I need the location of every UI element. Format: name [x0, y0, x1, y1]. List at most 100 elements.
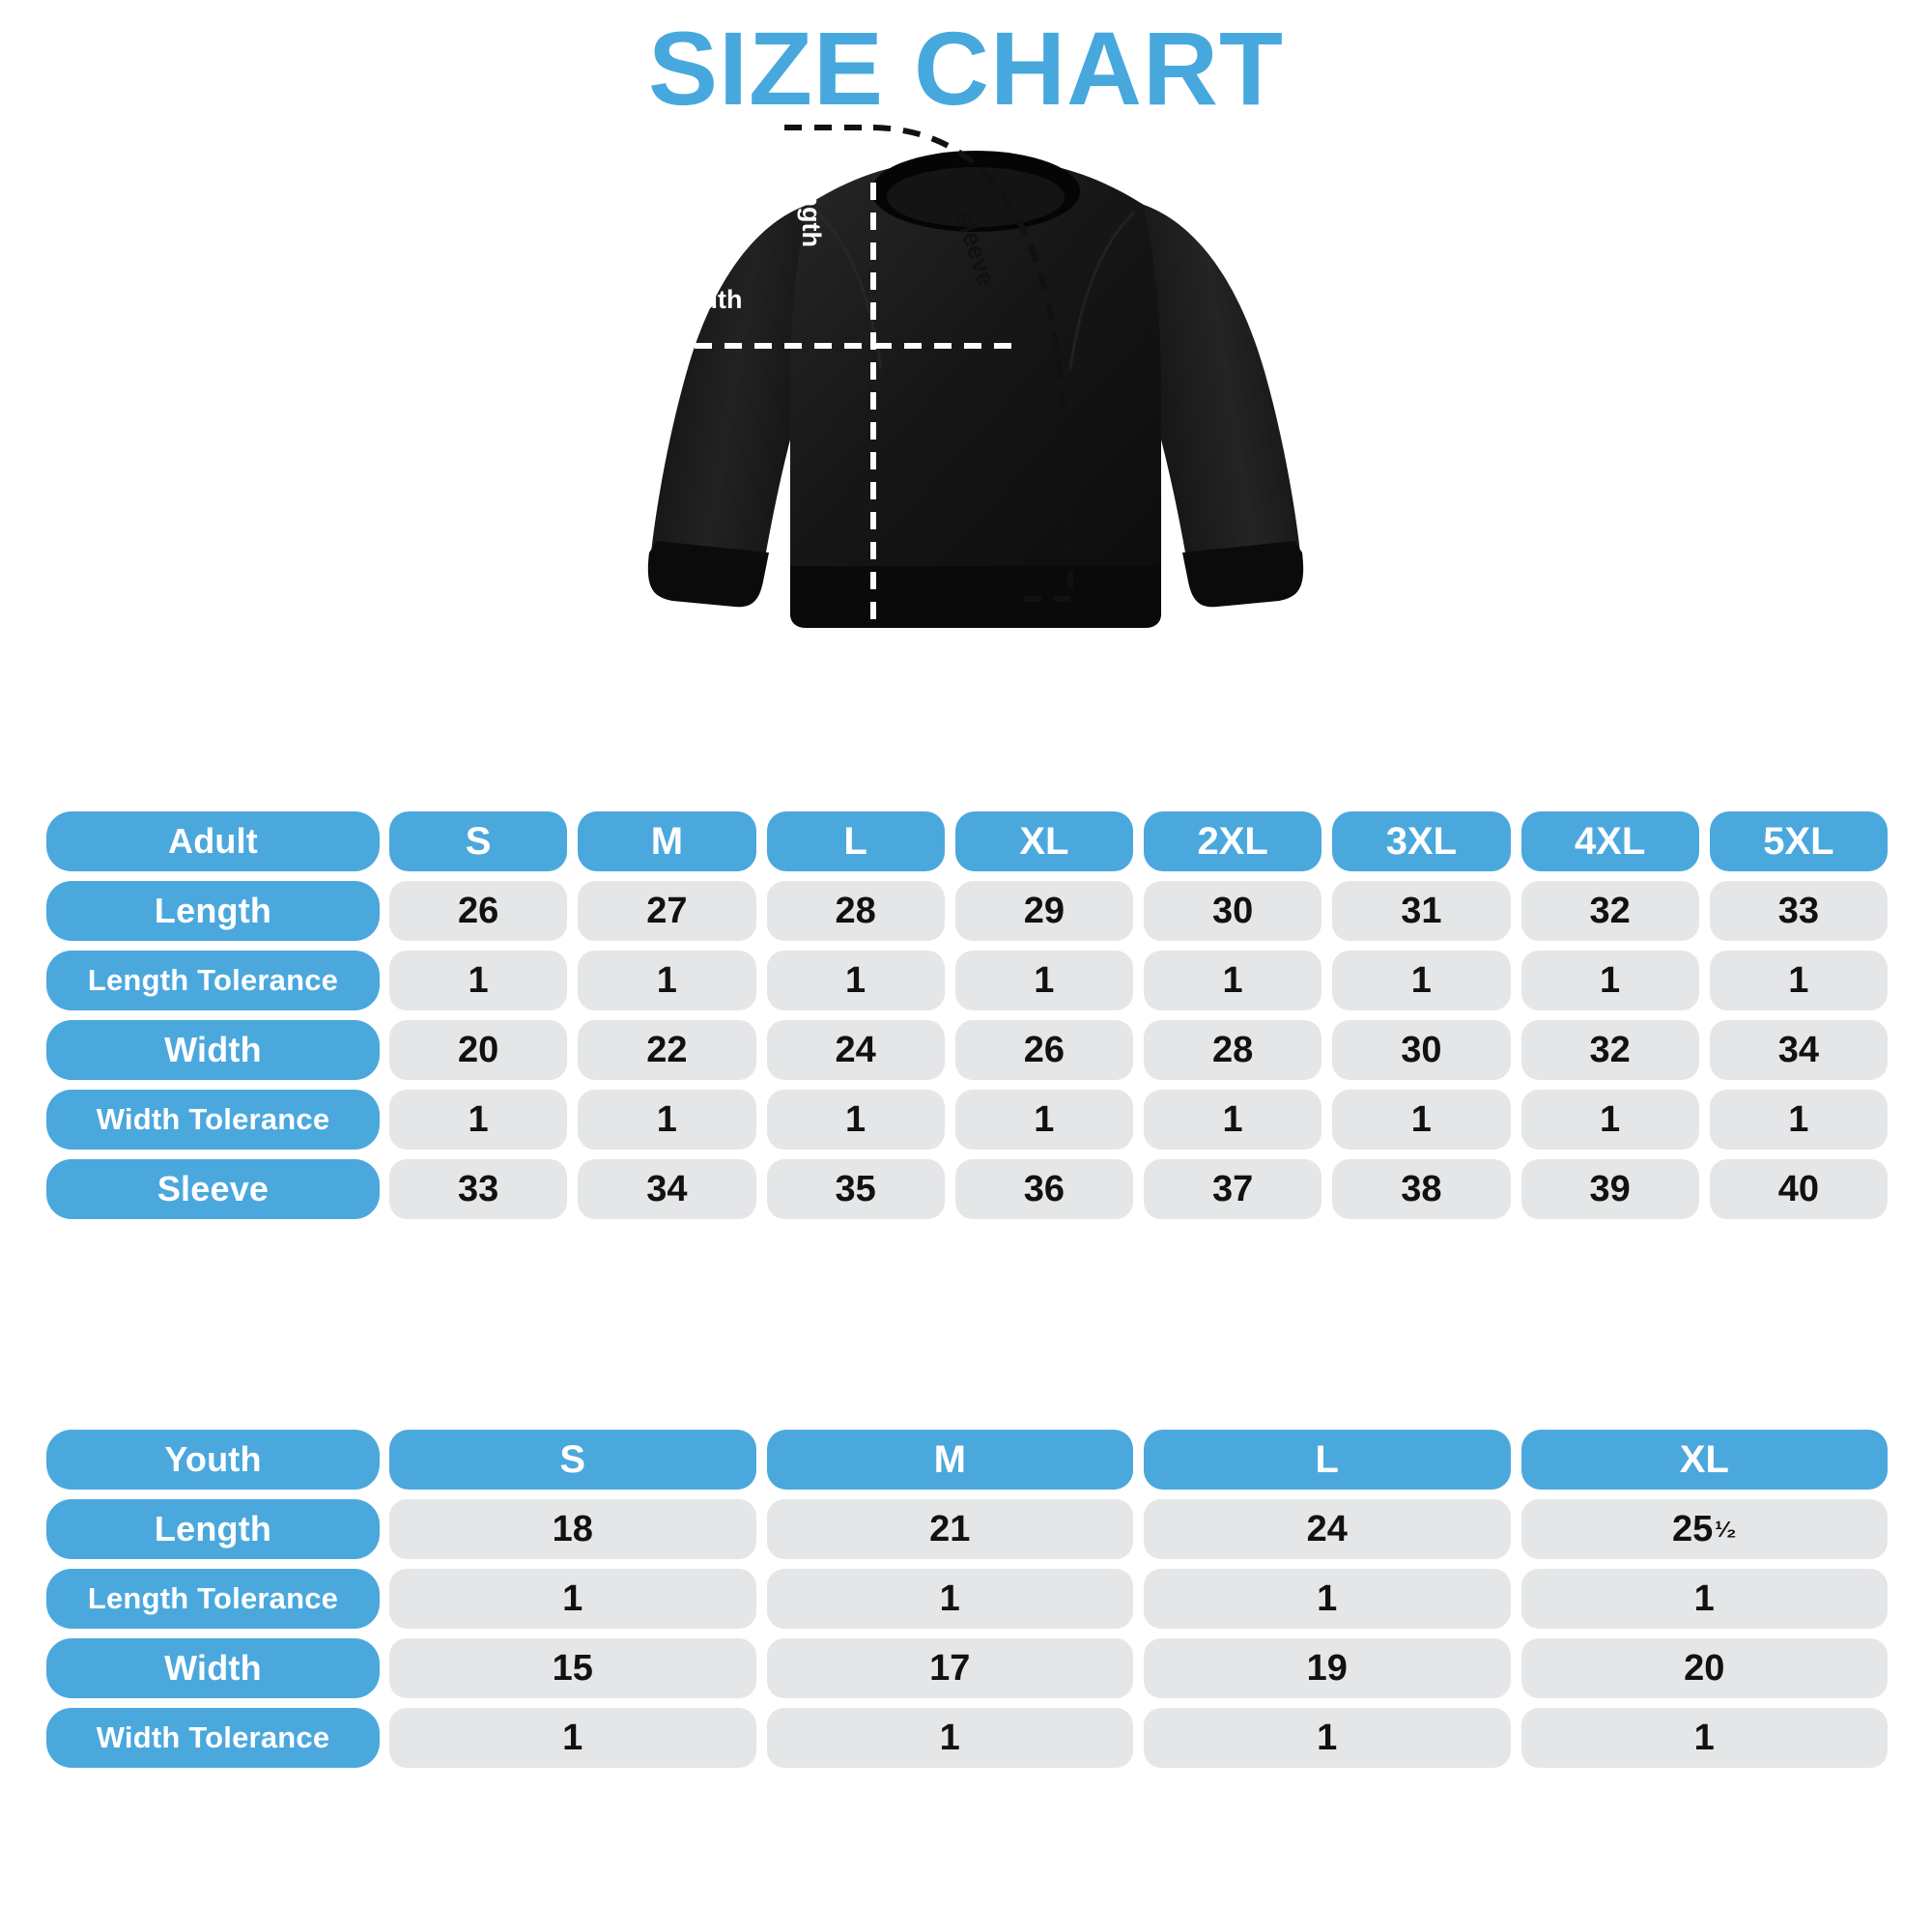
- adult-length-s: 26: [389, 881, 568, 941]
- adult-table-label: Adult: [46, 811, 380, 871]
- adult-size-table: Adult S M L XL 2XL 3XL 4XL 5XL Length 26…: [46, 811, 1888, 1219]
- left-cuff: [647, 541, 769, 608]
- adult-size-5xl: 5XL: [1709, 811, 1888, 871]
- bottom-hem: [790, 566, 1161, 628]
- adult-sleeve-row: Sleeve 33 34 35 36 37 38 39 40: [46, 1159, 1888, 1219]
- adult-wdttol-s: 1: [389, 1090, 568, 1150]
- youth-width-tolerance-row: Width Tolerance 1 1 1 1: [46, 1708, 1888, 1768]
- adult-size-3xl: 3XL: [1332, 811, 1511, 871]
- adult-width-tolerance-values: 1 1 1 1 1 1 1 1: [389, 1090, 1888, 1150]
- adult-wdttol-2xl: 1: [1144, 1090, 1322, 1150]
- youth-length-xl-fraction: ¹⁄₂: [1715, 1516, 1737, 1542]
- youth-width-m: 17: [766, 1638, 1133, 1698]
- youth-lentol-l: 1: [1144, 1569, 1511, 1629]
- adult-size-s: S: [389, 811, 568, 871]
- youth-length-xl-whole: 25: [1671, 1508, 1714, 1549]
- adult-width-tolerance-label: Width Tolerance: [46, 1090, 380, 1150]
- youth-length-s: 18: [389, 1499, 756, 1559]
- youth-width-tolerance-label: Width Tolerance: [46, 1708, 380, 1768]
- adult-width-4xl: 32: [1520, 1020, 1699, 1080]
- adult-sleeve-4xl: 39: [1520, 1159, 1699, 1219]
- youth-length-values: 18 21 24 25 ¹⁄₂: [389, 1499, 1888, 1559]
- adult-length-label: Length: [46, 881, 380, 941]
- adult-wdttol-3xl: 1: [1332, 1090, 1511, 1150]
- youth-wdttol-l: 1: [1144, 1708, 1511, 1768]
- youth-wdttol-m: 1: [766, 1708, 1133, 1768]
- adult-length-values: 26 27 28 29 30 31 32 33: [389, 881, 1888, 941]
- youth-length-row: Length 18 21 24 25 ¹⁄₂: [46, 1499, 1888, 1559]
- adult-lentol-4xl: 1: [1520, 951, 1699, 1010]
- adult-sleeve-3xl: 38: [1332, 1159, 1511, 1219]
- youth-size-headers: S M L XL: [389, 1430, 1888, 1490]
- adult-length-m: 27: [578, 881, 756, 941]
- adult-width-m: 22: [578, 1020, 756, 1080]
- youth-lentol-s: 1: [389, 1569, 756, 1629]
- youth-width-xl: 20: [1520, 1638, 1888, 1698]
- adult-width-s: 20: [389, 1020, 568, 1080]
- adult-width-3xl: 30: [1332, 1020, 1511, 1080]
- adult-sleeve-2xl: 37: [1144, 1159, 1322, 1219]
- youth-wdttol-s: 1: [389, 1708, 756, 1768]
- adult-wdttol-xl: 1: [954, 1090, 1133, 1150]
- garment-illustration: width length sleeve: [618, 116, 1333, 792]
- youth-length-tolerance-row: Length Tolerance 1 1 1 1: [46, 1569, 1888, 1629]
- adult-sleeve-xl: 36: [954, 1159, 1133, 1219]
- youth-width-values: 15 17 19 20: [389, 1638, 1888, 1698]
- youth-length-l: 24: [1144, 1499, 1511, 1559]
- adult-lentol-5xl: 1: [1709, 951, 1888, 1010]
- adult-sleeve-s: 33: [389, 1159, 568, 1219]
- adult-sleeve-l: 35: [766, 1159, 945, 1219]
- adult-length-5xl: 33: [1709, 881, 1888, 941]
- width-label: width: [674, 285, 743, 314]
- youth-size-s: S: [389, 1430, 756, 1490]
- length-label: length: [797, 169, 826, 247]
- youth-size-xl: XL: [1520, 1430, 1888, 1490]
- adult-header-row: Adult S M L XL 2XL 3XL 4XL 5XL: [46, 811, 1888, 871]
- youth-width-tolerance-values: 1 1 1 1: [389, 1708, 1888, 1768]
- page-title: SIZE CHART: [648, 10, 1284, 127]
- left-sleeve: [649, 205, 811, 606]
- adult-width-2xl: 28: [1144, 1020, 1322, 1080]
- adult-width-l: 24: [766, 1020, 945, 1080]
- adult-sleeve-5xl: 40: [1709, 1159, 1888, 1219]
- adult-width-row: Width 20 22 24 26 28 30 32 34: [46, 1020, 1888, 1080]
- youth-width-row: Width 15 17 19 20: [46, 1638, 1888, 1698]
- sweatshirt-graphic: [647, 125, 1304, 628]
- youth-header-row: Youth S M L XL: [46, 1430, 1888, 1490]
- youth-wdttol-xl: 1: [1520, 1708, 1888, 1768]
- adult-length-3xl: 31: [1332, 881, 1511, 941]
- adult-wdttol-4xl: 1: [1520, 1090, 1699, 1150]
- youth-width-l: 19: [1144, 1638, 1511, 1698]
- adult-length-2xl: 30: [1144, 881, 1322, 941]
- adult-lentol-3xl: 1: [1332, 951, 1511, 1010]
- adult-length-xl: 29: [954, 881, 1133, 941]
- adult-width-tolerance-row: Width Tolerance 1 1 1 1 1 1 1 1: [46, 1090, 1888, 1150]
- right-cuff: [1182, 541, 1304, 608]
- adult-lentol-xl: 1: [954, 951, 1133, 1010]
- adult-size-4xl: 4XL: [1520, 811, 1699, 871]
- sleeve-guide-line: [872, 125, 1073, 600]
- adult-lentol-2xl: 1: [1144, 951, 1322, 1010]
- youth-size-m: M: [766, 1430, 1133, 1490]
- adult-length-tolerance-row: Length Tolerance 1 1 1 1 1 1 1 1: [46, 951, 1888, 1010]
- adult-size-headers: S M L XL 2XL 3XL 4XL 5XL: [389, 811, 1888, 871]
- adult-length-4xl: 32: [1520, 881, 1699, 941]
- adult-width-label: Width: [46, 1020, 380, 1080]
- youth-table-label: Youth: [46, 1430, 380, 1490]
- adult-length-tolerance-values: 1 1 1 1 1 1 1 1: [389, 951, 1888, 1010]
- youth-lentol-m: 1: [766, 1569, 1133, 1629]
- adult-width-5xl: 34: [1709, 1020, 1888, 1080]
- youth-width-s: 15: [389, 1638, 756, 1698]
- adult-length-l: 28: [766, 881, 945, 941]
- youth-length-tolerance-values: 1 1 1 1: [389, 1569, 1888, 1629]
- collar-inner: [887, 167, 1065, 227]
- youth-length-tolerance-label: Length Tolerance: [46, 1569, 380, 1629]
- adult-sleeve-m: 34: [578, 1159, 756, 1219]
- adult-sleeve-label: Sleeve: [46, 1159, 380, 1219]
- adult-size-2xl: 2XL: [1144, 811, 1322, 871]
- right-shoulder-seam: [1068, 211, 1136, 370]
- youth-size-table: Youth S M L XL Length 18 21 24 25 ¹⁄₂ Len…: [46, 1430, 1888, 1768]
- youth-length-m: 21: [766, 1499, 1133, 1559]
- youth-lentol-xl: 1: [1520, 1569, 1888, 1629]
